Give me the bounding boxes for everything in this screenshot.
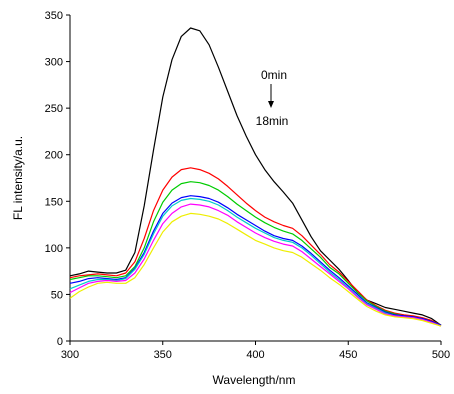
x-tick-label: 450 xyxy=(339,349,357,361)
series-line-3 xyxy=(69,181,442,326)
x-tick-label: 300 xyxy=(61,349,79,361)
arrow-down-icon xyxy=(268,101,274,108)
time-annotation: 0min 18min xyxy=(256,68,289,128)
axis-ticks: 300 350 400 450 500 0 50 100 150 200 250 300 350 xyxy=(45,10,451,361)
series-line-7 xyxy=(69,212,442,327)
y-tick-label: 50 xyxy=(51,289,63,301)
y-tick-label: 250 xyxy=(45,103,63,115)
y-tick-label: 200 xyxy=(45,150,63,162)
y-axis-title: FL intensity/a.u. xyxy=(11,136,25,220)
x-tick-label: 350 xyxy=(154,349,172,361)
series-layer xyxy=(69,27,442,327)
x-tick-label: 500 xyxy=(432,349,450,361)
y-tick-label: 100 xyxy=(45,243,63,255)
series-line-2 xyxy=(69,167,442,326)
series-line-6 xyxy=(69,203,442,327)
plot-frame xyxy=(69,15,441,342)
y-tick-label: 300 xyxy=(45,57,63,69)
y-tick-label: 0 xyxy=(57,336,63,348)
annotation-start-label: 0min xyxy=(261,68,287,82)
annotation-end-label: 18min xyxy=(256,114,289,128)
series-line-1 xyxy=(69,27,442,326)
y-tick-label: 150 xyxy=(45,196,63,208)
x-tick-label: 400 xyxy=(246,349,264,361)
x-axis-title: Wavelength/nm xyxy=(213,373,296,387)
y-tick-label: 350 xyxy=(45,10,63,22)
series-line-5 xyxy=(69,197,442,327)
series-line-4 xyxy=(69,195,442,326)
